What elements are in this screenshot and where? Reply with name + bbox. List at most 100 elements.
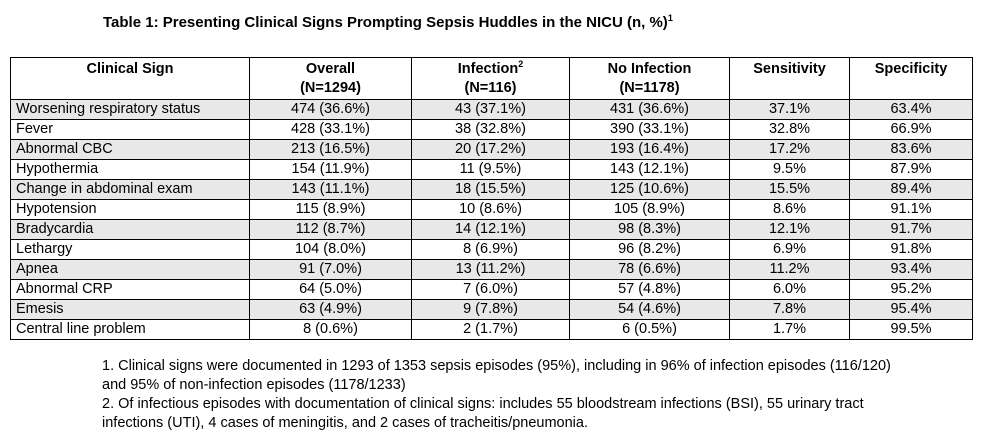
- cell-sensitivity: 9.5%: [729, 159, 850, 180]
- cell-sensitivity: 37.1%: [729, 99, 850, 120]
- header-no-infection: No Infection (N=1178): [569, 57, 730, 100]
- table-title: Table 1: Presenting Clinical Signs Promp…: [103, 13, 673, 31]
- cell-clinical-sign: Hypothermia: [10, 159, 250, 180]
- cell-overall: 64 (5.0%): [249, 279, 412, 300]
- cell-infection: 18 (15.5%): [411, 179, 570, 200]
- cell-no-infection: 78 (6.6%): [569, 259, 730, 280]
- cell-infection: 7 (6.0%): [411, 279, 570, 300]
- cell-clinical-sign: Change in abdominal exam: [10, 179, 250, 200]
- table-row: Abnormal CBC 213 (16.5%) 20 (17.2%) 193 (16…: [10, 139, 973, 160]
- cell-specificity: 95.4%: [849, 299, 973, 320]
- header-infection-footnote-marker: 2: [518, 59, 524, 69]
- header-overall: Overall (N=1294): [249, 57, 412, 100]
- cell-no-infection: 54 (4.6%): [569, 299, 730, 320]
- cell-no-infection: 143 (12.1%): [569, 159, 730, 180]
- header-sensitivity-label: Sensitivity: [753, 61, 826, 77]
- cell-clinical-sign: Worsening respiratory status: [10, 99, 250, 120]
- header-sensitivity: Sensitivity: [729, 57, 850, 100]
- cell-sensitivity: 12.1%: [729, 219, 850, 240]
- table-row: Central line problem 8 (0.6%) 2 (1.7%) 6 (0…: [10, 319, 973, 340]
- cell-specificity: 95.2%: [849, 279, 973, 300]
- cell-overall: 8 (0.6%): [249, 319, 412, 340]
- cell-clinical-sign: Bradycardia: [10, 219, 250, 240]
- table-row: Hypotension 115 (8.9%) 10 (8.6%) 105 (8.9%)…: [10, 199, 973, 220]
- cell-specificity: 91.1%: [849, 199, 973, 220]
- cell-no-infection: 98 (8.3%): [569, 219, 730, 240]
- cell-infection: 2 (1.7%): [411, 319, 570, 340]
- cell-sensitivity: 17.2%: [729, 139, 850, 160]
- header-infection-n: (N=116): [464, 80, 517, 96]
- cell-specificity: 91.8%: [849, 239, 973, 260]
- header-no-infection-label: No Infection: [607, 61, 692, 77]
- cell-sensitivity: 6.0%: [729, 279, 850, 300]
- header-infection-label: Infection: [457, 61, 519, 77]
- cell-overall: 143 (11.1%): [249, 179, 412, 200]
- cell-specificity: 89.4%: [849, 179, 973, 200]
- cell-sensitivity: 8.6%: [729, 199, 850, 220]
- cell-infection: 38 (32.8%): [411, 119, 570, 140]
- cell-infection: 11 (9.5%): [411, 159, 570, 180]
- cell-overall: 474 (36.6%): [249, 99, 412, 120]
- footnote-2: 2. Of infectious episodes with documenta…: [102, 396, 864, 431]
- cell-overall: 213 (16.5%): [249, 139, 412, 160]
- header-specificity: Specificity: [849, 57, 973, 100]
- cell-clinical-sign: Fever: [10, 119, 250, 140]
- header-clinical-sign-label: Clinical Sign: [86, 61, 174, 77]
- cell-infection: 8 (6.9%): [411, 239, 570, 260]
- table-row: Change in abdominal exam 143 (11.1%) 18 (1…: [10, 179, 973, 200]
- cell-no-infection: 390 (33.1%): [569, 119, 730, 140]
- cell-sensitivity: 32.8%: [729, 119, 850, 140]
- cell-sensitivity: 6.9%: [729, 239, 850, 260]
- cell-specificity: 87.9%: [849, 159, 973, 180]
- cell-overall: 91 (7.0%): [249, 259, 412, 280]
- cell-clinical-sign: Hypotension: [10, 199, 250, 220]
- table-body: Worsening respiratory status 474 (36.6%) 4…: [10, 99, 973, 340]
- table-title-footnote-marker: 1: [667, 13, 673, 23]
- table-title-text: Table 1: Presenting Clinical Signs Promp…: [103, 14, 668, 31]
- header-row: Clinical Sign Overall (N=1294) Infection2…: [10, 57, 973, 100]
- cell-clinical-sign: Emesis: [10, 299, 250, 320]
- header-overall-label: Overall: [305, 61, 356, 77]
- footnote-1: 1. Clinical signs were documented in 129…: [102, 358, 891, 393]
- cell-overall: 112 (8.7%): [249, 219, 412, 240]
- header-overall-n: (N=1294): [300, 80, 361, 96]
- table-row: Emesis 63 (4.9%) 9 (7.8%) 54 (4.6%) 7.8% 95.4…: [10, 299, 973, 320]
- cell-no-infection: 96 (8.2%): [569, 239, 730, 260]
- header-no-infection-n: (N=1178): [619, 80, 680, 96]
- cell-clinical-sign: Abnormal CBC: [10, 139, 250, 160]
- cell-sensitivity: 15.5%: [729, 179, 850, 200]
- cell-infection: 20 (17.2%): [411, 139, 570, 160]
- cell-overall: 154 (11.9%): [249, 159, 412, 180]
- cell-no-infection: 6 (0.5%): [569, 319, 730, 340]
- table-row: Fever 428 (33.1%) 38 (32.8%) 390 (33.1%) 32.…: [10, 119, 973, 140]
- cell-infection: 14 (12.1%): [411, 219, 570, 240]
- cell-sensitivity: 11.2%: [729, 259, 850, 280]
- header-specificity-label: Specificity: [874, 61, 948, 77]
- cell-no-infection: 125 (10.6%): [569, 179, 730, 200]
- table-row: Hypothermia 154 (11.9%) 11 (9.5%) 143 (12.1…: [10, 159, 973, 180]
- table-row: Bradycardia 112 (8.7%) 14 (12.1%) 98 (8.3%)…: [10, 219, 973, 240]
- clinical-signs-table: Clinical Sign Overall (N=1294) Infection2…: [10, 57, 973, 340]
- cell-no-infection: 193 (16.4%): [569, 139, 730, 160]
- header-clinical-sign: Clinical Sign: [10, 57, 250, 100]
- cell-specificity: 99.5%: [849, 319, 973, 340]
- cell-overall: 63 (4.9%): [249, 299, 412, 320]
- table-row: Worsening respiratory status 474 (36.6%) 4…: [10, 99, 973, 120]
- cell-clinical-sign: Abnormal CRP: [10, 279, 250, 300]
- cell-no-infection: 57 (4.8%): [569, 279, 730, 300]
- cell-sensitivity: 1.7%: [729, 319, 850, 340]
- cell-specificity: 93.4%: [849, 259, 973, 280]
- cell-clinical-sign: Apnea: [10, 259, 250, 280]
- footnotes: 1. Clinical signs were documented in 129…: [102, 357, 892, 433]
- table-row: Abnormal CRP 64 (5.0%) 7 (6.0%) 57 (4.8%) 6.…: [10, 279, 973, 300]
- cell-specificity: 91.7%: [849, 219, 973, 240]
- cell-overall: 428 (33.1%): [249, 119, 412, 140]
- table-header: Clinical Sign Overall (N=1294) Infection2…: [10, 57, 973, 100]
- cell-specificity: 83.6%: [849, 139, 973, 160]
- cell-no-infection: 105 (8.9%): [569, 199, 730, 220]
- cell-overall: 115 (8.9%): [249, 199, 412, 220]
- cell-infection: 9 (7.8%): [411, 299, 570, 320]
- table-row: Apnea 91 (7.0%) 13 (11.2%) 78 (6.6%) 11.2% 93…: [10, 259, 973, 280]
- cell-no-infection: 431 (36.6%): [569, 99, 730, 120]
- cell-sensitivity: 7.8%: [729, 299, 850, 320]
